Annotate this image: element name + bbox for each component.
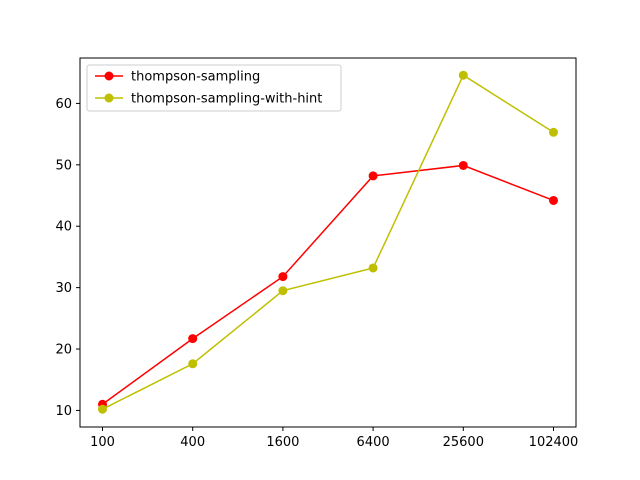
- y-tick-label: 40: [55, 220, 72, 235]
- legend-label: thompson-sampling: [131, 70, 260, 85]
- data-point: [458, 70, 468, 80]
- x-tick-label: 25600: [443, 435, 484, 450]
- legend-label: thompson-sampling-with-hint: [131, 92, 322, 107]
- x-tick-label: 1600: [266, 435, 299, 450]
- plot-area: [80, 58, 576, 427]
- x-tick-label: 102400: [529, 435, 579, 450]
- y-tick-label: 30: [55, 281, 72, 296]
- series-layer: [98, 70, 558, 414]
- series-line: [102, 74, 554, 410]
- y-tick-label: 20: [55, 343, 72, 358]
- y-tick-label: 10: [55, 404, 72, 419]
- plot-frame: [79, 57, 577, 428]
- data-point: [458, 160, 468, 170]
- y-axis: 10 20 30 40 50 60: [55, 97, 80, 419]
- legend-swatch-marker: [104, 71, 114, 81]
- data-point: [188, 334, 198, 344]
- data-point: [549, 195, 558, 205]
- data-point: [278, 286, 288, 296]
- series-line: [102, 164, 554, 405]
- x-tick-label: 6400: [357, 435, 390, 450]
- y-tick-label: 60: [55, 97, 72, 112]
- legend-swatch-marker: [104, 93, 114, 103]
- x-axis: 100 400 1600 6400 25600 102400: [90, 427, 578, 450]
- x-tick-label: 400: [180, 435, 205, 450]
- data-point: [98, 404, 107, 414]
- legend: thompson-sampling thompson-sampling-with-…: [86, 64, 342, 112]
- data-point: [368, 171, 378, 181]
- data-point: [188, 359, 198, 369]
- x-tick-label: 100: [90, 435, 115, 450]
- legend-box: [86, 64, 342, 112]
- data-point: [278, 272, 288, 282]
- data-point: [549, 127, 558, 137]
- y-tick-label: 50: [55, 158, 72, 173]
- data-point: [368, 263, 378, 273]
